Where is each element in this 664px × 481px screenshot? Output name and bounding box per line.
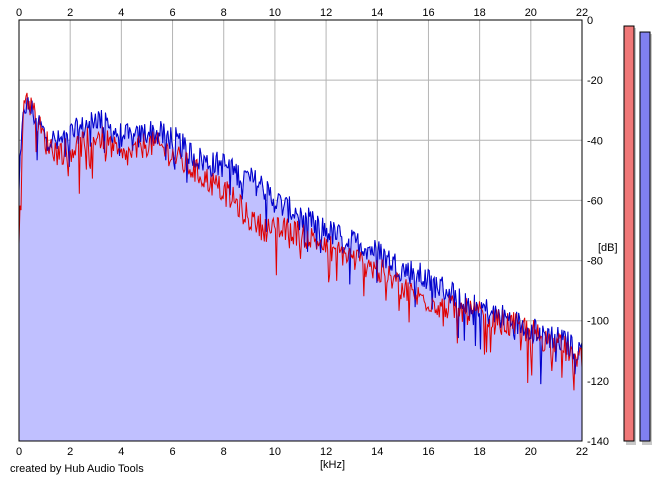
x-tick-label-top: 22	[576, 7, 588, 19]
x-tick-label-top: 4	[118, 7, 124, 19]
x-tick-label-bottom: 14	[371, 446, 383, 458]
x-tick-label-top: 6	[169, 7, 175, 19]
x-tick-label-bottom: 4	[118, 446, 124, 458]
series-line-right-channel-overlay	[18, 97, 583, 385]
y-tick-labels: 0 -20 -40 -60 -80 -100 -120 -140	[587, 15, 609, 448]
x-tick-label-top: 18	[474, 7, 486, 19]
y-tick-label: -60	[587, 195, 603, 207]
series-line-left-channel	[18, 92, 583, 391]
x-tick-labels-top: 0 2 4 6 8 10 12 14 16 18 20 22	[16, 7, 588, 19]
y-tick-label: -140	[587, 436, 609, 448]
x-tick-label-bottom: 6	[169, 446, 175, 458]
x-tick-label-top: 14	[371, 7, 383, 19]
y-tick-label: -20	[587, 75, 603, 87]
y-axis-label: [dB]	[598, 242, 618, 254]
x-tick-labels-bottom: 0 2 4 6 8 10 12 14 16 18 20 22	[16, 446, 588, 458]
x-tick-label-bottom: 18	[474, 446, 486, 458]
y-tick-label: -80	[587, 256, 603, 268]
right-channel-meter	[639, 31, 651, 442]
x-tick-label-bottom: 0	[16, 446, 22, 458]
x-tick-label-top: 12	[320, 7, 332, 19]
y-tick-label: -40	[587, 135, 603, 147]
x-tick-label-bottom: 20	[525, 446, 537, 458]
x-axis-label: [kHz]	[320, 459, 345, 471]
x-tick-label-bottom: 16	[422, 446, 434, 458]
plot-frame	[18, 19, 583, 442]
y-tick-label: -120	[587, 376, 609, 388]
spectrum-area-fill	[19, 92, 582, 442]
x-tick-label-top: 10	[269, 7, 281, 19]
y-tick-label: 0	[587, 15, 593, 27]
x-tick-label-bottom: 8	[221, 446, 227, 458]
credit-text: created by Hub Audio Tools	[10, 463, 144, 475]
x-tick-label-bottom: 2	[67, 446, 73, 458]
x-tick-label-top: 8	[221, 7, 227, 19]
x-tick-label-top: 16	[422, 7, 434, 19]
left-channel-meter	[623, 25, 635, 442]
x-tick-label-bottom: 22	[576, 446, 588, 458]
x-tick-label-top: 20	[525, 7, 537, 19]
spectrum-lines	[18, 92, 583, 391]
x-tick-label-top: 0	[16, 7, 22, 19]
y-tick-label: -100	[587, 316, 609, 328]
plot-border	[18, 19, 583, 442]
level-meters	[623, 25, 652, 446]
x-tick-label-bottom: 12	[320, 446, 332, 458]
x-tick-label-top: 2	[67, 7, 73, 19]
x-tick-label-bottom: 10	[269, 446, 281, 458]
